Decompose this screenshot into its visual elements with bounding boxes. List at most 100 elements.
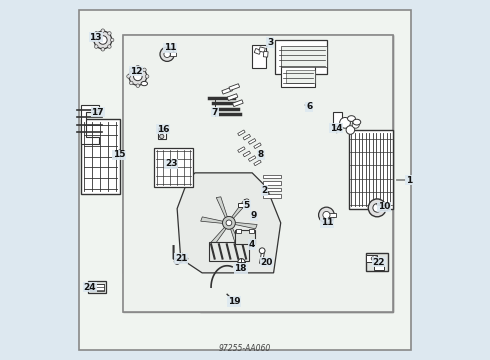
Text: 5: 5	[244, 201, 250, 210]
Circle shape	[108, 45, 111, 48]
Circle shape	[368, 199, 386, 217]
Circle shape	[98, 36, 107, 44]
Text: 11: 11	[164, 43, 176, 52]
Circle shape	[143, 81, 146, 85]
Bar	[263, 181, 281, 185]
Bar	[248, 156, 256, 161]
Text: 12: 12	[130, 67, 142, 76]
Polygon shape	[123, 35, 393, 312]
Text: 24: 24	[83, 283, 96, 292]
Bar	[263, 175, 281, 178]
Circle shape	[340, 117, 350, 128]
Bar	[263, 194, 281, 198]
Circle shape	[101, 48, 104, 51]
Bar	[170, 52, 176, 57]
Text: 23: 23	[165, 159, 177, 168]
Circle shape	[346, 126, 355, 134]
Circle shape	[143, 68, 146, 72]
Bar	[235, 230, 255, 244]
Circle shape	[373, 203, 381, 212]
Polygon shape	[81, 105, 98, 144]
Circle shape	[108, 32, 111, 35]
Circle shape	[164, 51, 171, 58]
Circle shape	[127, 75, 130, 78]
Circle shape	[146, 75, 149, 78]
Circle shape	[101, 29, 104, 32]
Circle shape	[259, 248, 265, 253]
Bar	[254, 160, 261, 166]
Bar	[243, 151, 250, 157]
Bar	[252, 45, 267, 68]
Bar	[263, 188, 281, 191]
Circle shape	[129, 68, 133, 72]
Bar	[237, 229, 241, 233]
Bar	[229, 84, 240, 90]
Circle shape	[95, 32, 98, 35]
Polygon shape	[123, 35, 393, 312]
Bar	[329, 213, 336, 217]
Bar	[367, 255, 377, 262]
Polygon shape	[232, 222, 257, 229]
Text: 11: 11	[321, 219, 333, 228]
Circle shape	[318, 207, 334, 223]
Polygon shape	[281, 46, 327, 67]
Circle shape	[238, 258, 245, 266]
Circle shape	[94, 31, 112, 49]
Polygon shape	[177, 173, 281, 273]
Ellipse shape	[141, 81, 147, 86]
Circle shape	[160, 134, 164, 139]
Text: 4: 4	[249, 240, 255, 249]
Bar	[233, 100, 243, 107]
Circle shape	[110, 38, 114, 42]
Polygon shape	[275, 40, 327, 74]
Bar	[373, 265, 384, 270]
Text: 18: 18	[234, 264, 247, 273]
Text: 13: 13	[90, 33, 102, 42]
Circle shape	[134, 72, 142, 81]
Circle shape	[136, 84, 140, 87]
Bar	[254, 49, 261, 54]
Circle shape	[174, 258, 180, 264]
Polygon shape	[229, 199, 247, 220]
Polygon shape	[123, 35, 393, 312]
Circle shape	[222, 216, 235, 229]
Polygon shape	[348, 130, 393, 208]
Ellipse shape	[347, 116, 355, 121]
Ellipse shape	[353, 119, 361, 125]
Text: 1: 1	[406, 176, 413, 185]
Circle shape	[160, 128, 164, 132]
Bar	[333, 112, 342, 126]
Circle shape	[136, 65, 140, 69]
Text: 97255-AA060: 97255-AA060	[219, 344, 271, 353]
Bar	[238, 203, 245, 207]
Text: 6: 6	[306, 102, 313, 111]
Circle shape	[160, 47, 174, 62]
Polygon shape	[201, 217, 226, 224]
Circle shape	[323, 211, 330, 219]
Text: 7: 7	[212, 108, 218, 117]
Bar	[243, 134, 250, 140]
Circle shape	[92, 38, 96, 42]
Polygon shape	[154, 148, 193, 187]
Bar	[158, 128, 166, 139]
Bar	[238, 147, 245, 153]
Polygon shape	[210, 225, 228, 247]
Bar	[90, 284, 103, 291]
Circle shape	[352, 121, 359, 128]
Polygon shape	[81, 119, 120, 194]
Text: 21: 21	[175, 254, 188, 263]
Text: 8: 8	[258, 150, 264, 159]
Bar	[379, 205, 387, 210]
Text: 22: 22	[373, 258, 385, 267]
Bar	[222, 87, 232, 94]
Circle shape	[95, 45, 98, 48]
Text: 10: 10	[378, 202, 391, 211]
Circle shape	[129, 81, 133, 85]
Text: 2: 2	[262, 186, 268, 195]
Text: 14: 14	[330, 124, 343, 133]
Bar	[259, 47, 265, 52]
Polygon shape	[230, 225, 242, 249]
Bar	[367, 253, 388, 271]
Circle shape	[245, 199, 249, 204]
Bar	[249, 229, 253, 233]
